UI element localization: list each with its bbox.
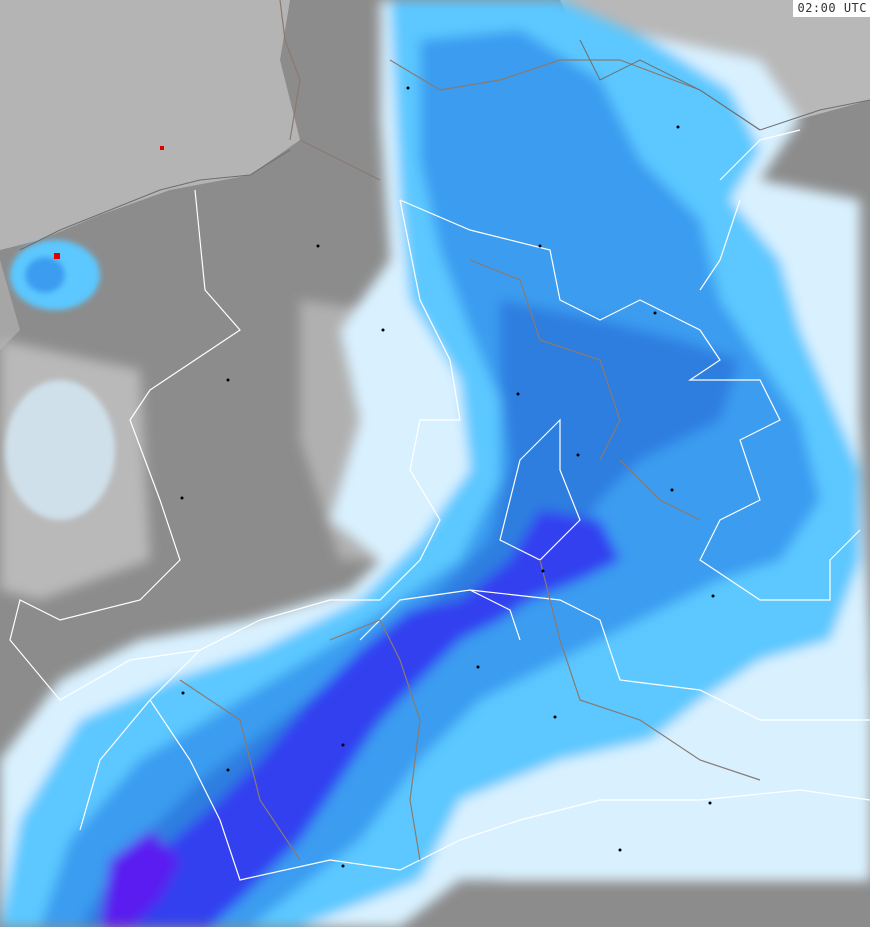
radar-hotspot: [160, 146, 164, 150]
precip-medium: [80, 300, 740, 927]
radar-hotspot: [54, 253, 60, 259]
coastlines: [19, 39, 870, 251]
country-borders: [9, 129, 870, 881]
timestamp-label: 02:00 UTC: [793, 0, 870, 17]
state-borders: [179, 0, 761, 861]
precip-moderate: [40, 30, 820, 927]
north-sea: [0, 0, 300, 250]
sea-light-left: [0, 260, 20, 350]
precip-very-heavy: [100, 830, 180, 927]
scattered-echoes: [5, 240, 115, 520]
city-markers: [180, 86, 715, 868]
precip-heavy: [100, 510, 620, 927]
